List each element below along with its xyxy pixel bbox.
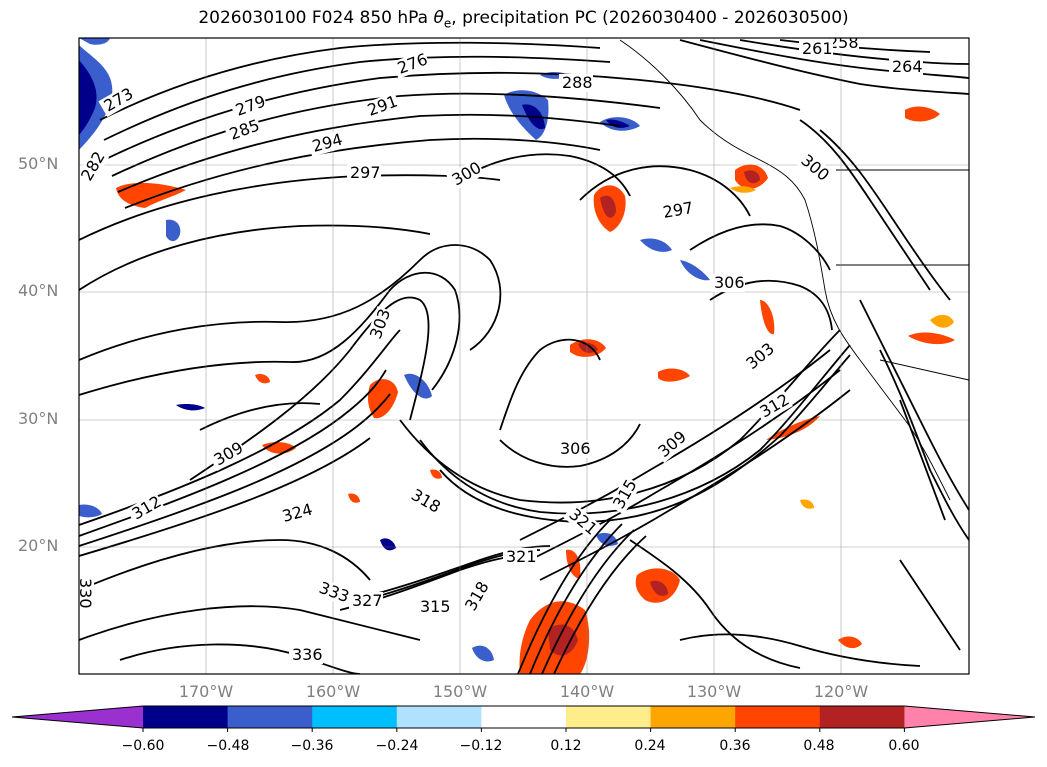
lat-label-50n: 50°N [18, 154, 59, 173]
contour-label: 321 [506, 547, 537, 566]
colorbar-tick-label: 0.36 [719, 738, 751, 754]
colorbar-tick-label: 0.24 [634, 738, 666, 754]
colorbar-tick-label: −0.60 [121, 738, 165, 754]
lat-label-40n: 40°N [18, 281, 59, 300]
contour-label-bg [740, 339, 779, 375]
colorbar-bin [227, 706, 313, 728]
precip-patches [79, 38, 955, 674]
title-suffix: , precipitation PC (2026030400 - 2026030… [451, 8, 849, 28]
contour-label-bg [889, 58, 923, 76]
contour-label-bg [652, 427, 691, 463]
contour-label: 261 [802, 39, 833, 58]
contour-label: 288 [562, 73, 593, 92]
colorbar-extend-high [904, 706, 1035, 728]
colorbar-tick-label: −0.24 [375, 738, 419, 754]
lat-label-20n: 20°N [18, 536, 59, 555]
colorbar-bin [566, 706, 652, 728]
contour-label-bg [349, 592, 383, 610]
contour-label-bg [277, 500, 315, 527]
contour-label-bg [224, 116, 263, 145]
contour-label-bg [460, 578, 493, 617]
colorbar-bin [819, 706, 905, 728]
contour-label-bg [230, 92, 269, 121]
contour-label: 306 [560, 439, 591, 458]
contour-label: 258 [828, 33, 859, 52]
contour-label-bg [417, 598, 451, 616]
contour-label-bg [392, 50, 431, 79]
contour-label-bg [795, 149, 833, 185]
contour-label-bg [362, 92, 401, 121]
map-title: 2026030100 F024 850 hPa θe, precipitatio… [0, 8, 1047, 30]
contour-label-bg [563, 503, 601, 539]
map-border [78, 37, 970, 675]
colorbar-tick-label: −0.12 [459, 738, 503, 754]
contour-label-bg [503, 548, 537, 566]
contour-label-bg [799, 40, 833, 58]
contour-label-bg [126, 492, 165, 525]
contour-label: 297 [350, 163, 381, 182]
colorbar-tick-label: 0.60 [888, 738, 920, 754]
contour-label-bg [307, 130, 345, 157]
contour-label-bg [347, 164, 381, 182]
contour-label-bg [754, 390, 793, 423]
lon-label-160w: 160°W [305, 682, 361, 701]
coastline [619, 39, 969, 501]
theta-e-contours [79, 39, 969, 674]
colorbar-bin [650, 706, 736, 728]
colorbar-bin [735, 706, 821, 728]
contour-label-bg [365, 306, 395, 345]
contour-label-bg [98, 84, 137, 117]
colorbar-tick-label: −0.36 [290, 738, 334, 754]
colorbar-bin [312, 706, 398, 728]
colorbar-extend-low [12, 706, 143, 728]
colorbar-bin [396, 706, 482, 728]
lon-label-130w: 130°W [686, 682, 742, 701]
contour-label-bg [658, 198, 696, 223]
contour-label: 315 [420, 597, 451, 616]
contour-label: 336 [292, 645, 323, 664]
contour-label-bg [711, 274, 745, 292]
title-subscript: e [443, 16, 452, 31]
colorbar-bin [481, 706, 567, 728]
lon-label-140w: 140°W [559, 682, 615, 701]
contour-label: 327 [352, 591, 383, 610]
contour-label-bg [313, 577, 352, 607]
colorbar [11, 705, 1036, 732]
contour-label-bg [446, 158, 485, 191]
contour-label-bg [79, 148, 109, 187]
contour-label-bg [405, 484, 444, 517]
contour-label: 306 [714, 273, 745, 292]
contour-label-bg [208, 438, 247, 471]
lon-label-170w: 170°W [178, 682, 234, 701]
contour-label-bg [559, 74, 593, 92]
lon-label-150w: 150°W [432, 682, 488, 701]
contour-label-bg [557, 440, 591, 458]
contour-label-bg [79, 575, 94, 609]
colorbar-tick-label: 0.12 [550, 738, 582, 754]
title-theta: θ [433, 8, 444, 28]
lon-label-120w: 120°W [813, 682, 869, 701]
contour-label: 264 [892, 57, 923, 76]
contour-label: 330 [76, 578, 95, 609]
lat-label-30n: 30°N [18, 409, 59, 428]
colorbar-tick-label: −0.48 [206, 738, 250, 754]
contour-label-bg [825, 38, 859, 52]
colorbar-bin [143, 706, 229, 728]
title-prefix: 2026030100 F024 850 hPa [198, 8, 434, 28]
contour-label-bg [289, 646, 323, 664]
colorbar-tick-label: 0.48 [803, 738, 835, 754]
contour-label-bg [608, 476, 641, 515]
